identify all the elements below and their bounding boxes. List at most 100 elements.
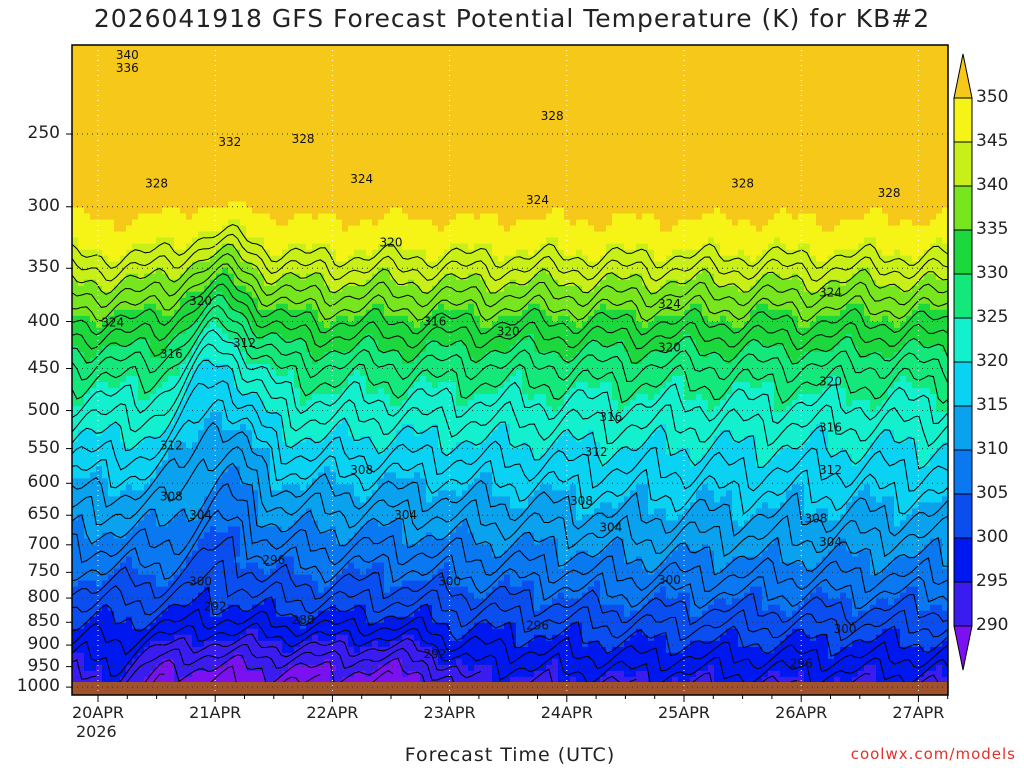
y-tick-label: 250 (27, 123, 60, 144)
colorbar-label: 350 (976, 87, 1009, 107)
contour-label: 316 (423, 315, 446, 329)
contour-label: 328 (878, 186, 901, 200)
x-tick-label: 27APR (892, 703, 945, 722)
plot-frame (71, 44, 949, 696)
colorbar-box (953, 361, 973, 407)
contour-label: 316 (819, 421, 842, 435)
colorbar-bottom-arrow (953, 625, 973, 671)
credit-link[interactable]: coolwx.com/models (850, 745, 1016, 763)
contour-340 (72, 243, 948, 296)
contour-306 (72, 509, 948, 610)
colorbar-box (953, 449, 973, 495)
contour-label: 324 (526, 193, 549, 207)
contour-label: 320 (819, 375, 842, 389)
colorbar-box (953, 97, 973, 143)
contour-label: 304 (189, 508, 212, 522)
x-tick-label: 23APR (423, 703, 476, 722)
contour-label: 296 (790, 657, 813, 671)
colorbar-box (953, 537, 973, 583)
contour-334 (72, 273, 948, 336)
contour-label: 292 (423, 647, 446, 661)
contour-344 (72, 223, 948, 269)
contour-label: 288 (292, 613, 315, 627)
x-axis-title: Forecast Time (UTC) (404, 744, 616, 766)
colorbar (953, 53, 973, 671)
contour-label: 320 (189, 294, 212, 308)
colorbar-box (953, 229, 973, 275)
contour-342 (72, 233, 948, 282)
contour-298 (72, 608, 948, 673)
y-tick-label: 850 (27, 611, 60, 632)
axis-ticks (66, 133, 949, 702)
y-tick-label: 700 (27, 533, 60, 554)
contour-label: 328 (292, 132, 315, 146)
y-tick-label: 800 (27, 587, 60, 608)
chart-title: 2026041918 GFS Forecast Potential Temper… (93, 4, 931, 33)
contour-label: 340 (116, 48, 139, 62)
contour-label: 292 (204, 600, 227, 614)
contour-label: 312 (160, 439, 183, 453)
contour-label: 320 (497, 324, 520, 338)
contour-300 (72, 586, 948, 657)
contour-label: 296 (526, 619, 549, 633)
contour-326 (72, 317, 948, 404)
contour-label: 316 (160, 347, 183, 361)
contour-308 (72, 482, 948, 594)
y-tick-label: 450 (27, 357, 60, 378)
y-tick-label: 650 (27, 504, 60, 525)
colorbar-box (953, 185, 973, 231)
colorbar-label: 300 (976, 527, 1009, 547)
contour-label: 304 (394, 508, 417, 522)
contour-320 (72, 359, 948, 470)
y-tick-label: 400 (27, 310, 60, 331)
colorbar-label: 335 (976, 219, 1009, 239)
contour-290 (139, 654, 447, 693)
contour-324 (72, 329, 948, 425)
contour-330 (72, 294, 948, 365)
contour-label: 296 (262, 553, 285, 567)
contour-label: 332 (218, 135, 241, 149)
colorbar-label: 345 (976, 131, 1009, 151)
colorbar-label: 320 (976, 351, 1009, 371)
potential-temperature-field (72, 45, 948, 695)
contour-label: 308 (350, 463, 373, 477)
contour-label: 324 (101, 316, 124, 330)
contour-label: 308 (160, 489, 183, 503)
contour-304 (72, 536, 948, 626)
colorbar-label: 310 (976, 439, 1009, 459)
contour-336 (72, 263, 948, 322)
y-tick-label: 1000 (16, 676, 60, 697)
contour-318 (72, 380, 948, 492)
colorbar-label: 315 (976, 395, 1009, 415)
y-tick-label: 350 (27, 257, 60, 278)
colorbar-label: 325 (976, 307, 1009, 327)
colorbar-box (953, 317, 973, 363)
y-tick-label: 300 (27, 195, 60, 216)
colorbar-box (953, 273, 973, 319)
x-tick-label: 24APR (540, 703, 593, 722)
contour-label: 300 (834, 622, 857, 636)
contour-label: 300 (658, 573, 681, 587)
y-tick-label: 600 (27, 472, 60, 493)
contour-label: 304 (819, 535, 842, 549)
contour-label: 304 (599, 520, 622, 534)
contour-label: 312 (233, 336, 256, 350)
contour-label: 336 (116, 61, 139, 75)
contour-label: 320 (658, 341, 681, 355)
contour-label: 324 (819, 286, 842, 300)
contour-label: 328 (145, 177, 168, 191)
x-tick-label: 26APR (775, 703, 828, 722)
contour-label: 324 (658, 297, 681, 311)
x-tick-label: 25APR (657, 703, 711, 722)
contour-label: 328 (541, 109, 564, 123)
contour-label: 308 (804, 511, 827, 525)
contour-label: 300 (438, 574, 461, 588)
contour-label: 316 (599, 410, 622, 424)
contour-314 (72, 421, 948, 537)
y-tick-label: 750 (27, 561, 60, 582)
colorbar-box (953, 141, 973, 187)
contour-label: 312 (585, 445, 608, 459)
colorbar-label: 295 (976, 571, 1009, 591)
y-tick-label: 950 (27, 655, 60, 676)
